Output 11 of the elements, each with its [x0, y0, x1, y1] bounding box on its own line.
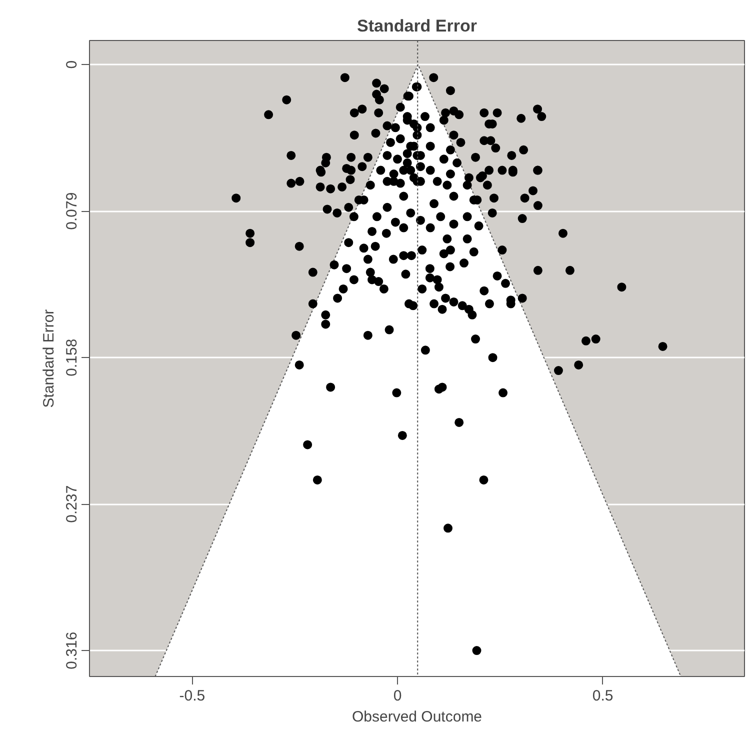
y-tick-label: 0.316 [64, 632, 80, 670]
x-axis-title: Observed Outcome [352, 708, 482, 726]
y-tick-label: 0.158 [64, 338, 80, 376]
y-tick-label: 0.079 [64, 192, 80, 230]
y-axis-title: Standard Error [40, 309, 58, 408]
x-tick-label: 0.5 [592, 688, 614, 704]
y-tick-label: 0.237 [64, 485, 80, 523]
x-tick-label: -0.5 [179, 688, 206, 704]
chart-title: Standard Error [357, 16, 478, 36]
y-tick-label: 0 [64, 60, 80, 69]
x-tick-label: 0 [393, 688, 402, 704]
